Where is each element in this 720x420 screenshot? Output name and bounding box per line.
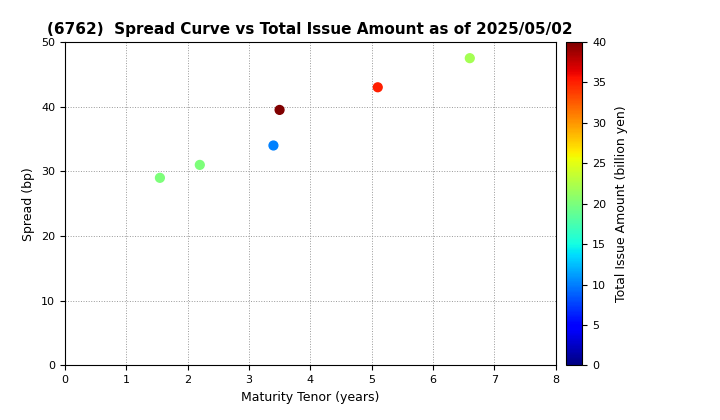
Point — [464, 55, 476, 61]
Y-axis label: Total Issue Amount (billion yen): Total Issue Amount (billion yen) — [615, 105, 628, 302]
Point — [154, 174, 166, 181]
Point — [274, 107, 285, 113]
Point — [268, 142, 279, 149]
Point — [194, 162, 206, 168]
Y-axis label: Spread (bp): Spread (bp) — [22, 167, 35, 241]
Title: (6762)  Spread Curve vs Total Issue Amount as of 2025/05/02: (6762) Spread Curve vs Total Issue Amoun… — [48, 22, 573, 37]
Point — [372, 84, 384, 91]
X-axis label: Maturity Tenor (years): Maturity Tenor (years) — [241, 391, 379, 404]
